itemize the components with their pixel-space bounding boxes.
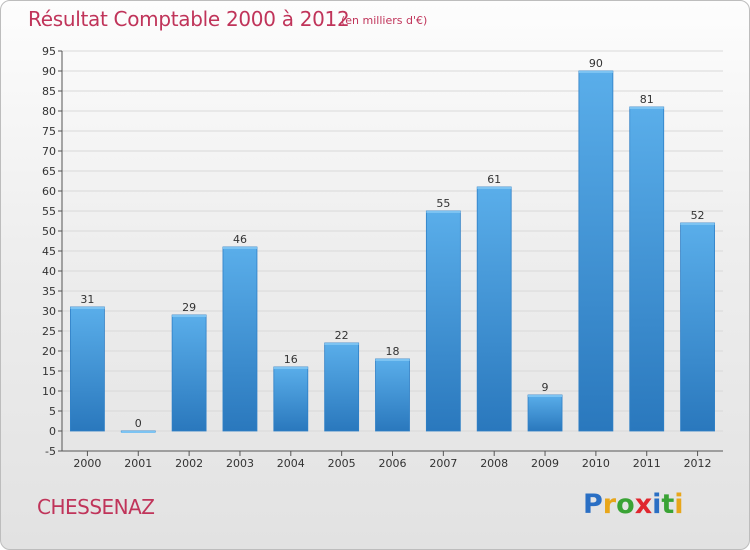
- y-tick-label: 85: [42, 85, 56, 98]
- bar-highlight: [70, 307, 105, 309]
- logo-letter: r: [602, 489, 617, 520]
- y-tick-label: 30: [42, 305, 56, 318]
- bar-value-label: 22: [335, 329, 349, 342]
- bar-highlight: [273, 367, 308, 369]
- bar-highlight: [680, 223, 715, 225]
- bar: [527, 394, 563, 432]
- bar-highlight: [324, 343, 359, 345]
- bar: [476, 186, 512, 432]
- logo-letter: o: [616, 489, 635, 520]
- bar-highlight: [426, 211, 461, 213]
- y-tick-label: 5: [49, 405, 56, 418]
- bar: [425, 210, 461, 432]
- bar-highlight: [578, 71, 613, 73]
- y-tick-label: 90: [42, 65, 56, 78]
- x-tick-label: 2002: [175, 457, 203, 470]
- y-tick-label: 70: [42, 145, 56, 158]
- y-tick-label: -5: [45, 445, 56, 458]
- y-tick-label: 20: [42, 345, 56, 358]
- y-tick-label: 65: [42, 165, 56, 178]
- x-tick-label: 2011: [633, 457, 661, 470]
- y-tick-label: 0: [49, 425, 56, 438]
- x-tick-label: 2012: [684, 457, 712, 470]
- y-tick-label: 40: [42, 265, 56, 278]
- bar-value-label: 81: [640, 93, 654, 106]
- bar-value-label: 61: [487, 173, 501, 186]
- x-tick-label: 2000: [73, 457, 101, 470]
- commune-name: CHESSENAZ: [37, 495, 155, 519]
- bar: [629, 106, 665, 432]
- bar-highlight: [222, 247, 257, 249]
- bar-highlight: [528, 395, 563, 397]
- bar-value-label: 90: [589, 57, 603, 70]
- bar-value-label: 16: [284, 353, 298, 366]
- bar: [70, 306, 105, 432]
- bar-value-label: 46: [233, 233, 247, 246]
- bar-value-label: 31: [80, 293, 94, 306]
- bar: [222, 246, 258, 432]
- bar-value-label: 55: [436, 197, 450, 210]
- y-tick-label: 60: [42, 185, 56, 198]
- y-tick-label: 80: [42, 105, 56, 118]
- y-tick-label: 35: [42, 285, 56, 298]
- bar: [324, 342, 360, 432]
- x-tick-label: 2010: [582, 457, 610, 470]
- chart-subtitle: (en milliers d'€): [341, 14, 428, 27]
- y-tick-label: 50: [42, 225, 56, 238]
- y-tick-label: 25: [42, 325, 56, 338]
- bar: [171, 314, 207, 432]
- bar-value-label: 0: [135, 417, 142, 430]
- x-tick-label: 2007: [429, 457, 457, 470]
- x-tick-label: 2005: [328, 457, 356, 470]
- bar-value-label: 9: [542, 381, 549, 394]
- bar-highlight: [121, 431, 156, 433]
- x-tick-label: 2008: [480, 457, 508, 470]
- y-tick-label: 95: [42, 45, 56, 58]
- x-tick-label: 2001: [124, 457, 152, 470]
- bar: [680, 222, 715, 432]
- bar-value-label: 18: [386, 345, 400, 358]
- chart-title: Résultat Comptable 2000 à 2012: [28, 7, 350, 31]
- bar-value-label: 52: [691, 209, 705, 222]
- x-tick-label: 2009: [531, 457, 559, 470]
- bar-highlight: [375, 359, 410, 361]
- bar: [273, 366, 309, 432]
- logo-letter: x: [634, 489, 653, 520]
- x-tick-label: 2004: [277, 457, 305, 470]
- y-tick-label: 15: [42, 365, 56, 378]
- logo-letter: i: [674, 489, 684, 520]
- logo-letter: P: [583, 489, 603, 520]
- y-tick-label: 45: [42, 245, 56, 258]
- bar-highlight: [477, 187, 512, 189]
- logo-letter: t: [661, 489, 675, 520]
- x-tick-label: 2006: [379, 457, 407, 470]
- x-tick-label: 2003: [226, 457, 254, 470]
- bar: [578, 70, 614, 432]
- y-tick-label: 55: [42, 205, 56, 218]
- bar-highlight: [172, 315, 207, 317]
- bar-value-label: 29: [182, 301, 196, 314]
- proxiti-logo[interactable]: Proxiti: [583, 489, 684, 520]
- y-tick-label: 10: [42, 385, 56, 398]
- bar-highlight: [629, 107, 664, 109]
- bar: [375, 358, 410, 432]
- logo-letter: i: [652, 489, 662, 520]
- y-tick-label: 75: [42, 125, 56, 138]
